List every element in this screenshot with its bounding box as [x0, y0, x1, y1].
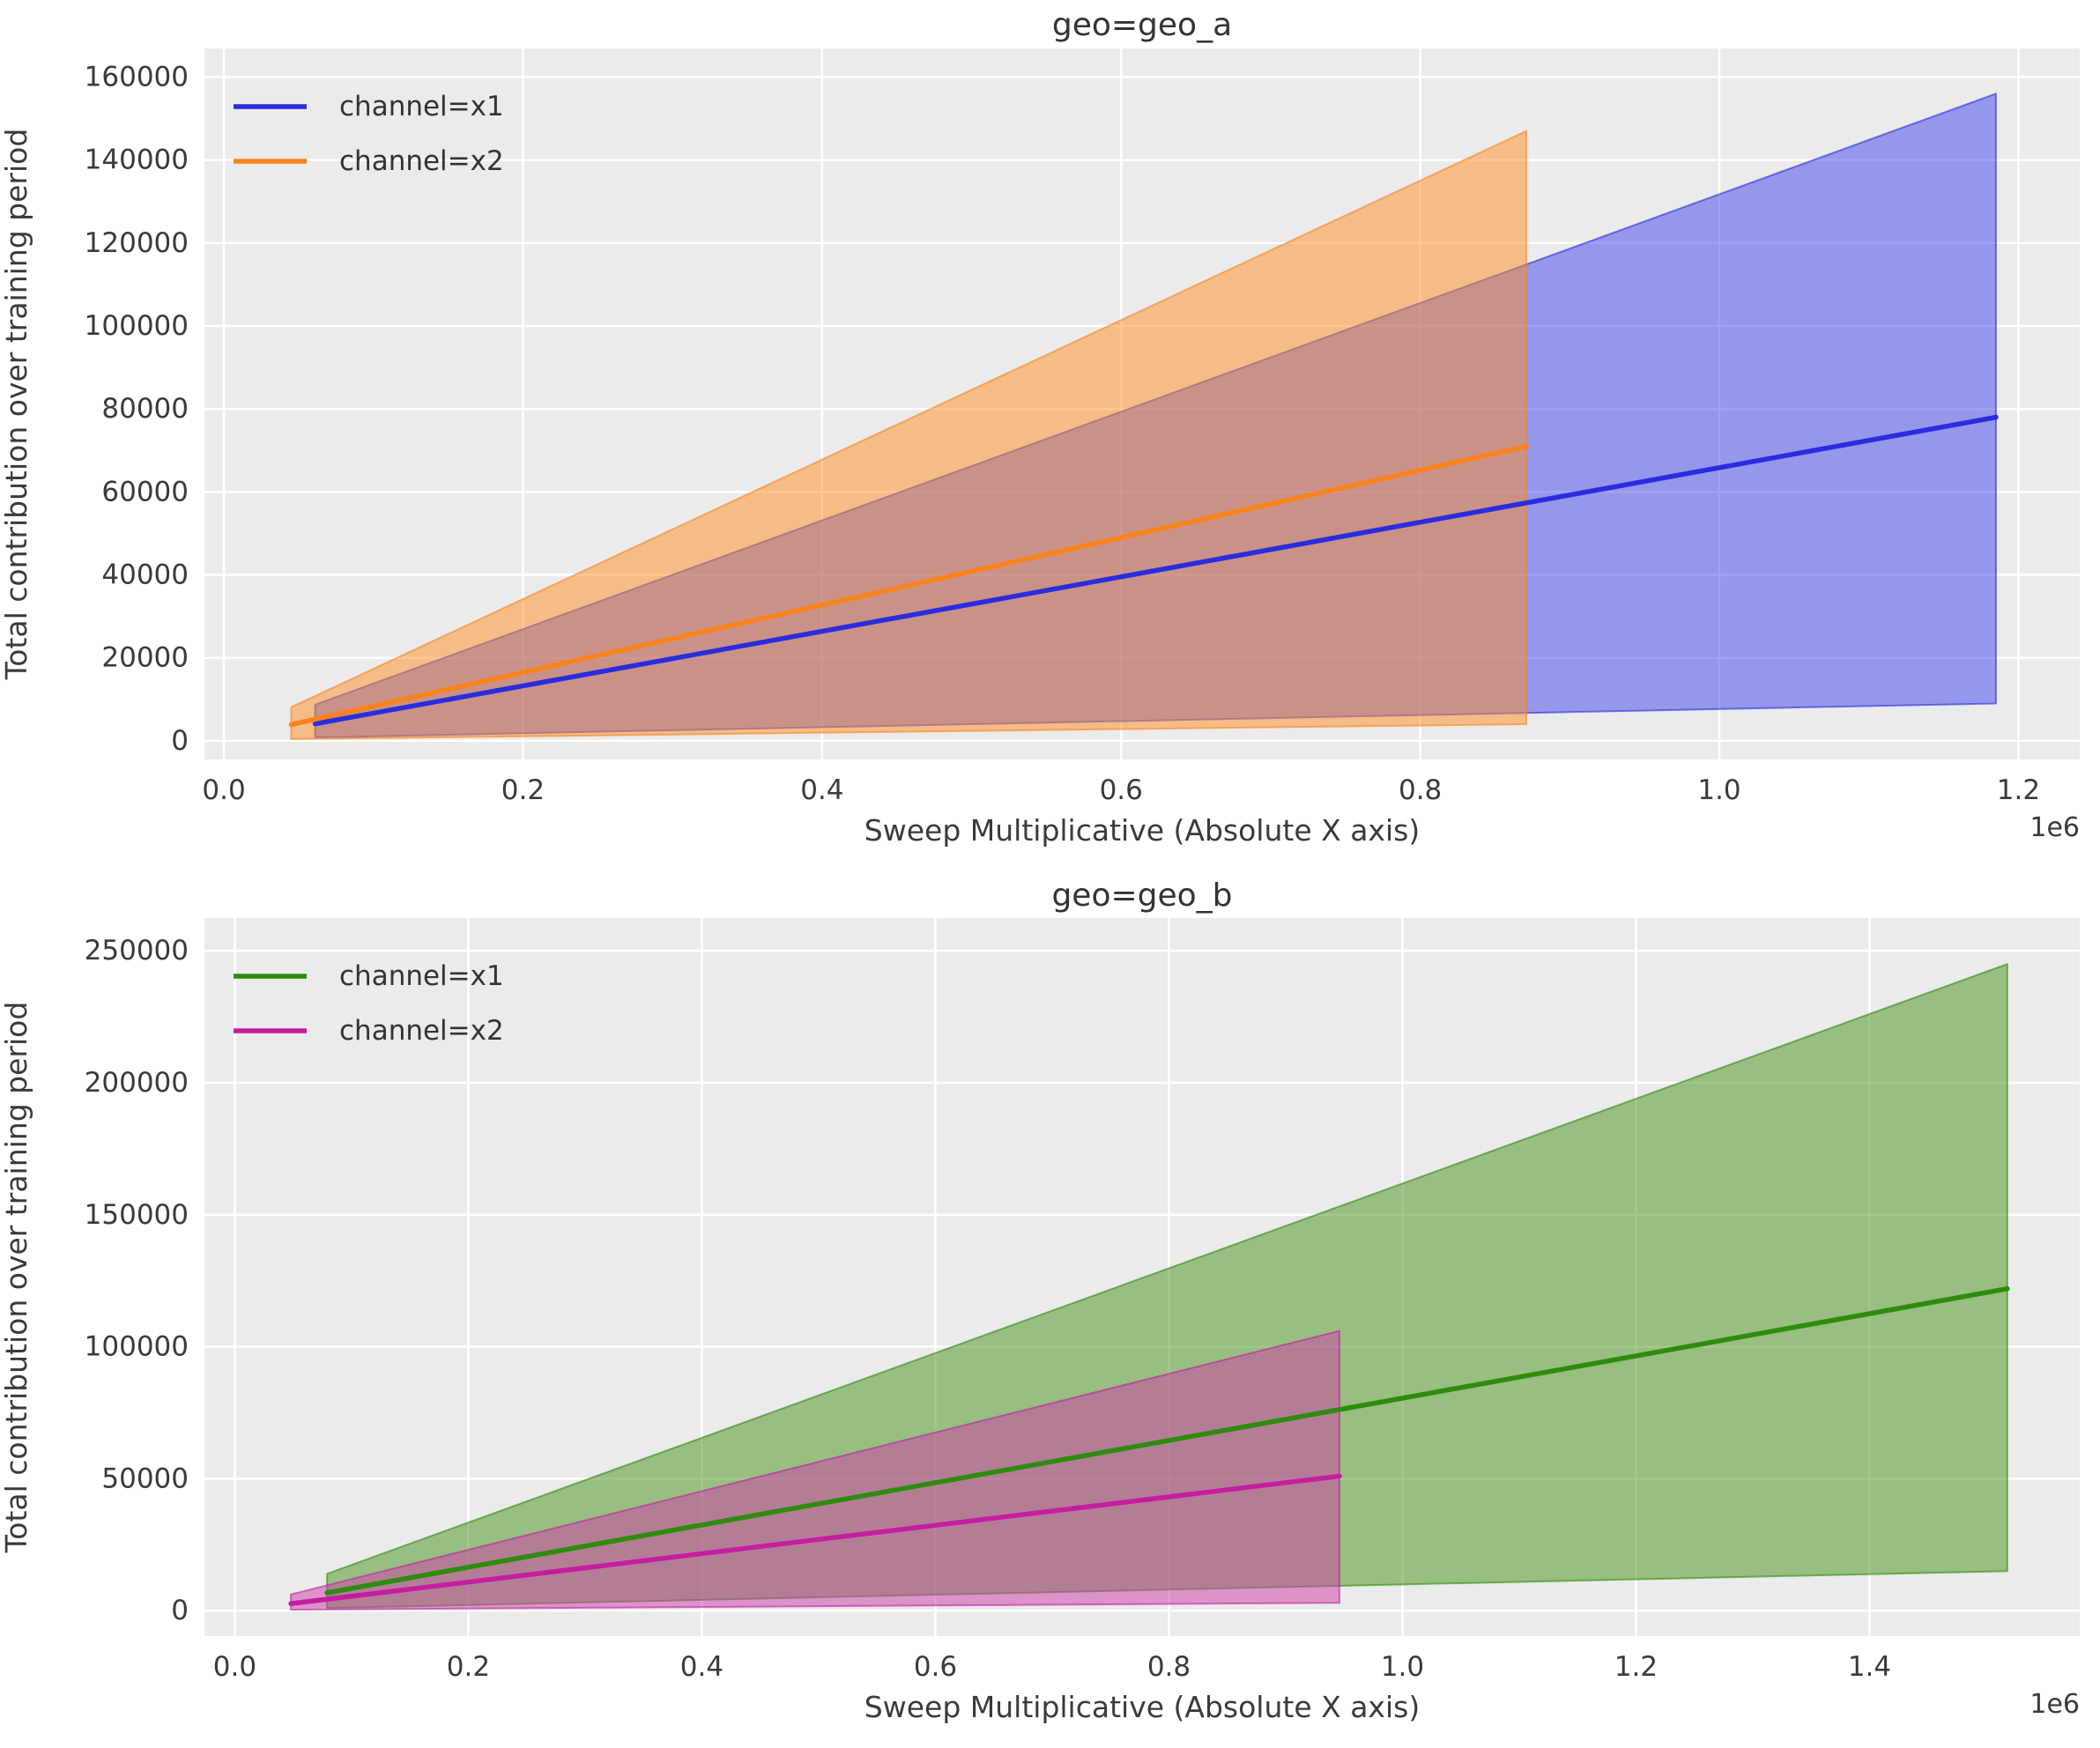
y-axis-label: Total contribution over training period — [0, 129, 33, 681]
y-tick-label: 120000 — [85, 227, 189, 259]
y-tick-label: 200000 — [85, 1067, 189, 1099]
x-offset-label: 1e6 — [2030, 1689, 2080, 1720]
x-tick-label: 0.6 — [914, 1651, 957, 1683]
confidence-band-x2 — [290, 130, 1528, 740]
x-tick-label: 1.4 — [1848, 1651, 1891, 1683]
x-tick-label: 1.2 — [1997, 774, 2040, 806]
mean-line-x2 — [288, 1473, 1342, 1606]
y-tick-label: 100000 — [85, 1331, 189, 1363]
legend-item: channel=x1 — [234, 960, 504, 992]
y-tick-label: 140000 — [85, 144, 189, 176]
chart-geo-a-canvas: 0.0 0.2 0.4 0.6 0.8 1.0 1.2 0 20000 40000 60000 800… — [0, 7, 2080, 848]
subplot-geo-b: 0.0 0.2 0.4 0.6 0.8 1.0 1.2 1.4 0 50000 100000 1500… — [0, 874, 2100, 1748]
legend-item: channel=x1 — [234, 91, 504, 122]
x-axis-label: Sweep Multiplicative (Absolute X axis) — [864, 813, 1420, 848]
chart-title: geo=geo_a — [1052, 7, 1232, 43]
chart-geo-b-canvas: 0.0 0.2 0.4 0.6 0.8 1.0 1.2 1.4 0 50000 100000 1500… — [0, 878, 2080, 1724]
mean-line-x2 — [288, 443, 1529, 728]
y-tick-label: 100000 — [85, 310, 189, 342]
subplot-geo-a: 0.0 0.2 0.4 0.6 0.8 1.0 1.2 0 20000 40000 60000 800… — [0, 7, 2080, 848]
y-axis-label: Total contribution over training period — [0, 1002, 33, 1554]
mean-line-x1 — [324, 1285, 2010, 1596]
x-tick-label: 1.0 — [1697, 774, 1740, 806]
y-tick-label: 0 — [171, 725, 189, 757]
y-tick-label: 150000 — [85, 1199, 189, 1231]
x-axis-label: Sweep Multiplicative (Absolute X axis) — [864, 1690, 1420, 1724]
legend-label: channel=x2 — [339, 145, 504, 177]
x-tick-label: 0.4 — [680, 1651, 723, 1683]
y-tick-label: 20000 — [101, 642, 189, 674]
x-tick-label: 0.0 — [213, 1651, 256, 1683]
y-tick-label: 250000 — [85, 935, 189, 967]
x-tick-label: 1.0 — [1381, 1651, 1424, 1683]
y-tick-label: 40000 — [101, 559, 189, 590]
legend-label: channel=x2 — [339, 1015, 504, 1047]
y-tick-label: 80000 — [101, 393, 189, 425]
x-tick-label: 0.6 — [1100, 774, 1143, 806]
legend-item: channel=x2 — [234, 1015, 504, 1047]
mean-line-x1 — [312, 414, 1999, 727]
y-tick-label: 60000 — [101, 476, 189, 507]
x-tick-label: 0.2 — [447, 1651, 490, 1683]
x-offset-label: 1e6 — [2030, 812, 2080, 843]
y-tick-label: 50000 — [101, 1463, 189, 1494]
x-tick-label: 0.4 — [800, 774, 843, 806]
x-tick-label: 0.8 — [1147, 1651, 1191, 1683]
legend-label: channel=x1 — [339, 960, 504, 992]
x-tick-label: 0.2 — [501, 774, 545, 806]
y-tick-label: 0 — [171, 1595, 189, 1626]
legend-label: channel=x1 — [339, 91, 504, 122]
x-tick-label: 0.8 — [1399, 774, 1442, 806]
x-tick-label: 0.0 — [202, 774, 245, 806]
legend-item: channel=x2 — [234, 145, 504, 177]
chart-title: geo=geo_b — [1051, 878, 1232, 914]
x-tick-label: 1.2 — [1614, 1651, 1658, 1683]
y-tick-label: 160000 — [85, 61, 189, 93]
